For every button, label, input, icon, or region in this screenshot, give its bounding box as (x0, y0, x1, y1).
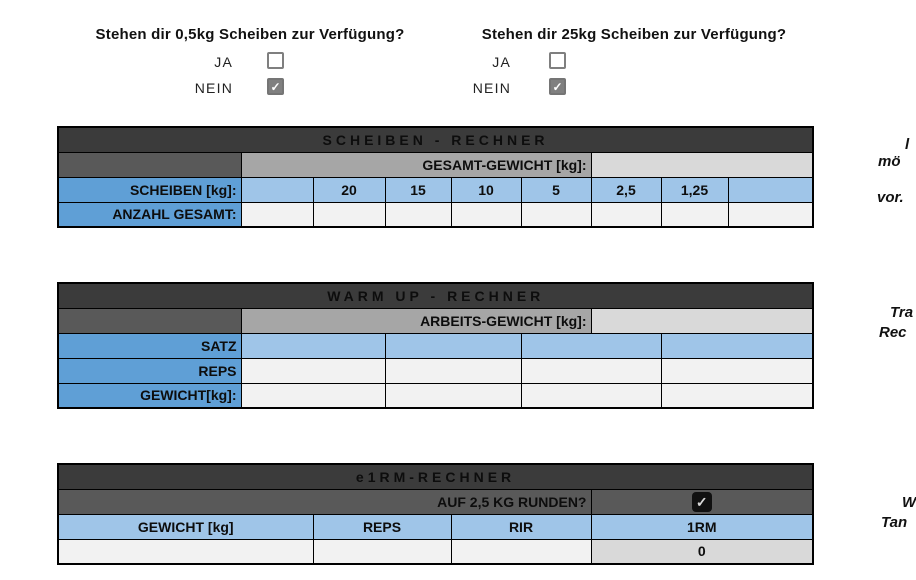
arbeits-gewicht-label: ARBEITS-GEWICHT [kg]: (240, 307, 592, 334)
gewicht-row-label: GEWICHT[kg]: (57, 382, 242, 409)
check-icon: ✓ (270, 79, 281, 94)
reps-cell[interactable] (520, 357, 662, 384)
e1rm-header-reps: REPS (312, 513, 452, 540)
plate-cell: 10 (450, 176, 522, 203)
satz-cell[interactable] (520, 332, 662, 359)
gewicht-cell[interactable] (384, 382, 522, 409)
plate-cell (727, 176, 814, 203)
check-icon: ✓ (695, 493, 708, 510)
e1rm-reps-input-cell[interactable] (312, 538, 452, 565)
anzahl-row-label: ANZAHL GESAMT: (57, 201, 242, 228)
edge-text-fragment: l (905, 136, 910, 153)
e1rm-rir-input-cell[interactable] (450, 538, 592, 565)
warmup-rechner-title: WARM UP - RECHNER (57, 282, 814, 309)
question-05kg-nein-label: NEIN (194, 80, 233, 96)
anzahl-cell (660, 201, 729, 228)
runden-checkbox[interactable]: ✓ (691, 491, 712, 512)
reps-cell[interactable] (240, 357, 386, 384)
reps-cell[interactable] (660, 357, 814, 384)
edge-text-fragment: Rec (879, 324, 907, 341)
gewicht-cell[interactable] (660, 382, 814, 409)
corner-cell (57, 307, 242, 334)
e1rm-header-gewicht: GEWICHT [kg] (57, 513, 314, 540)
reps-cell[interactable] (384, 357, 522, 384)
plate-cell: 20 (312, 176, 386, 203)
gewicht-cell[interactable] (520, 382, 662, 409)
plate-cell: 1,25 (660, 176, 729, 203)
arbeits-gewicht-input-cell[interactable] (590, 307, 814, 334)
check-icon: ✓ (552, 79, 563, 94)
question-25kg-text: Stehen dir 25kg Scheiben zur Verfügung? (481, 26, 787, 43)
anzahl-cell (384, 201, 452, 228)
edge-text-fragment: Tan (881, 514, 908, 531)
gesamt-gewicht-input-cell[interactable] (590, 151, 814, 178)
anzahl-cell (312, 201, 386, 228)
question-25kg-ja-checkbox[interactable]: ✓ (549, 52, 566, 69)
question-05kg-text: Stehen dir 0,5kg Scheiben zur Verfügung? (95, 26, 405, 43)
satz-cell[interactable] (384, 332, 522, 359)
e1rm-header-1rm: 1RM (590, 513, 814, 540)
runden-checkbox-cell: ✓ (590, 488, 814, 515)
edge-text-fragment: mö (878, 153, 901, 170)
plate-cell: 15 (384, 176, 452, 203)
plate-cell: 2,5 (590, 176, 662, 203)
edge-text-fragment: W (902, 494, 916, 511)
scheiben-row-label: SCHEIBEN [kg]: (57, 176, 242, 203)
plate-cell (240, 176, 314, 203)
anzahl-cell (520, 201, 592, 228)
runden-label: AUF 2,5 KG RUNDEN? (57, 488, 592, 515)
question-25kg-nein-label: NEIN (472, 80, 511, 96)
question-05kg-nein-checkbox[interactable]: ✓ (267, 78, 284, 95)
e1rm-rechner-table: e1RM-RECHNER AUF 2,5 KG RUNDEN? ✓ GEWICH… (57, 463, 815, 565)
e1rm-header-rir: RIR (450, 513, 592, 540)
anzahl-cell (240, 201, 314, 228)
warmup-rechner-table: WARM UP - RECHNER ARBEITS-GEWICHT [kg]: … (57, 282, 815, 409)
e1rm-result-cell: 0 (590, 538, 814, 565)
gewicht-cell[interactable] (240, 382, 386, 409)
scheiben-rechner-table: SCHEIBEN - RECHNER GESAMT-GEWICHT [kg]: … (57, 126, 815, 228)
reps-row-label: REPS (57, 357, 242, 384)
question-25kg-nein-checkbox[interactable]: ✓ (549, 78, 566, 95)
question-05kg-ja-checkbox[interactable]: ✓ (267, 52, 284, 69)
satz-cell[interactable] (660, 332, 814, 359)
question-25kg-ja-label: JA (492, 54, 511, 70)
satz-cell[interactable] (240, 332, 386, 359)
anzahl-cell (450, 201, 522, 228)
satz-row-label: SATZ (57, 332, 242, 359)
e1rm-rechner-title: e1RM-RECHNER (57, 463, 814, 490)
corner-cell (57, 151, 242, 178)
scheiben-rechner-title: SCHEIBEN - RECHNER (57, 126, 814, 153)
e1rm-gewicht-input-cell[interactable] (57, 538, 314, 565)
gesamt-gewicht-label: GESAMT-GEWICHT [kg]: (240, 151, 592, 178)
edge-text-fragment: Tra (890, 304, 914, 321)
plate-cell: 5 (520, 176, 592, 203)
anzahl-cell (590, 201, 662, 228)
anzahl-cell (727, 201, 814, 228)
edge-text-fragment: vor. (877, 189, 904, 206)
question-05kg-ja-label: JA (214, 54, 233, 70)
